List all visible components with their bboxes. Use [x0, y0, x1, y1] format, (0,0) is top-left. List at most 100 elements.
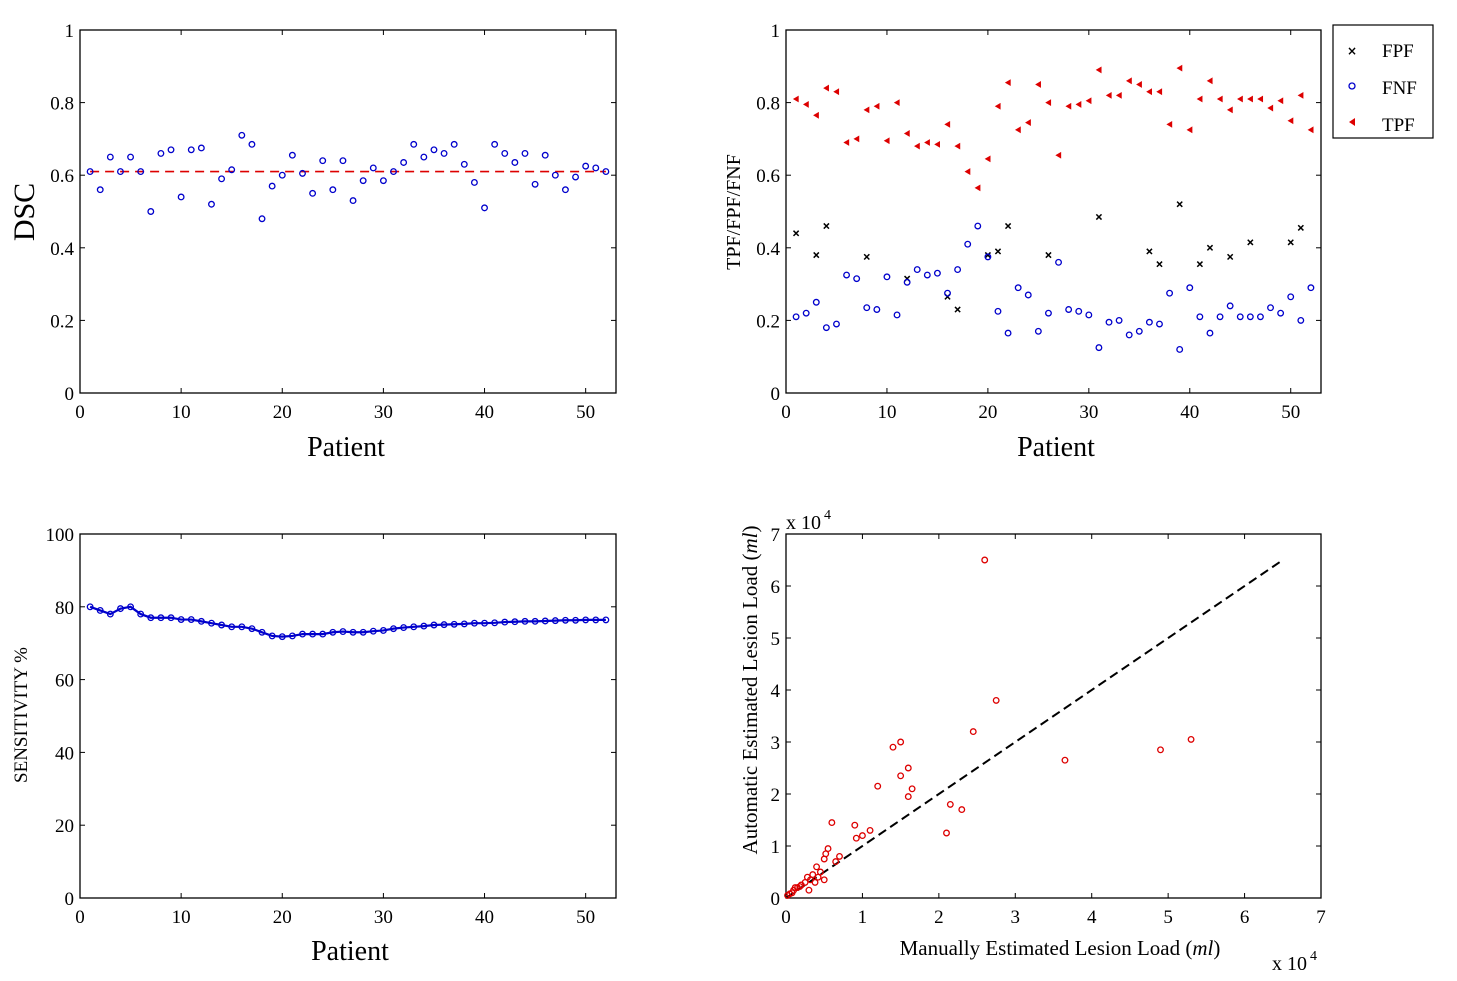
sensitivity-data-point: [592, 616, 600, 624]
fractions-data-point: [1277, 97, 1284, 105]
fractions-x-tick-label: 40: [1180, 402, 1199, 423]
fractions-data-point: [823, 222, 830, 230]
fractions-data-point: [944, 289, 951, 297]
fractions-data-point: [944, 120, 951, 128]
lesion-load-data-point: [809, 871, 817, 879]
fractions-data-point: [802, 309, 810, 317]
sensitivity-data-point: [551, 617, 559, 625]
lesion-load-data-point: [824, 845, 832, 853]
sensitivity-data-point: [602, 616, 610, 624]
fractions-data-point: [1206, 329, 1214, 337]
sensitivity-x-tick-label: 20: [273, 907, 292, 928]
dsc-x-tick-label: 50: [576, 402, 595, 423]
dsc-x-tick-label: 30: [374, 402, 393, 423]
dsc-data-point: [420, 153, 428, 161]
fractions-data-point: [1256, 313, 1264, 321]
lesion-x-axis-label: Manually Estimated Lesion Load (ml): [900, 936, 1221, 960]
sensitivity-x-tick-label: 50: [576, 907, 595, 928]
fractions-data-point: [1216, 95, 1223, 103]
dsc-data-point: [197, 144, 205, 152]
fractions-data-point: [1004, 329, 1012, 337]
dsc-data-point: [238, 131, 246, 139]
dsc-data-point: [127, 153, 135, 161]
fractions-data-point: [863, 304, 871, 312]
dsc-y-tick-label: 0.6: [50, 166, 74, 187]
sensitivity-data-point: [400, 624, 408, 631]
lesion-load-data-point: [1061, 756, 1069, 764]
fractions-x-tick-label: 20: [978, 402, 997, 423]
dsc-data-point: [390, 168, 397, 176]
fractions-data-point: [823, 84, 829, 92]
lesion-load-plot-frame: [785, 533, 1322, 899]
lesion-load-data-point: [858, 832, 866, 840]
lesion-load-data-point: [828, 819, 836, 827]
sensitivity-plot-frame: [79, 533, 617, 899]
fractions-data-point: [1105, 91, 1112, 99]
fractions-data-point: [873, 306, 881, 313]
sensitivity-data-point: [177, 616, 185, 623]
dsc-data-point: [572, 173, 579, 181]
dsc-data-point: [96, 186, 104, 194]
fractions-data-point: [1045, 251, 1052, 259]
sensitivity-y-tick-label: 0: [65, 889, 75, 910]
sensitivity-series-line: [89, 605, 606, 638]
fractions-data-point: [964, 168, 971, 175]
fractions-y-tick-label: 0.6: [756, 166, 780, 187]
fractions-data-point: [994, 102, 1001, 110]
sensitivity-x-tick-label: 10: [172, 907, 191, 928]
dsc-data-point: [329, 186, 337, 194]
fractions-data-point: [1206, 77, 1213, 85]
lesion-load-data-point: [816, 868, 824, 876]
sensitivity-data-point: [501, 618, 509, 626]
sensitivity-data-point: [238, 623, 246, 631]
fractions-data-point: [1247, 95, 1253, 103]
fractions-data-point: [903, 278, 911, 286]
fractions-data-point: [1045, 99, 1052, 106]
sensitivity-data-point: [96, 606, 104, 614]
dsc-series-dsc: [86, 131, 610, 223]
dsc-data-point: [481, 204, 488, 212]
dsc-data-point: [551, 171, 559, 179]
sensitivity-data-point: [430, 621, 438, 629]
dsc-x-axis-label: Patient: [307, 432, 385, 463]
fractions-series-fpf: [792, 201, 1304, 313]
dsc-data-point: [106, 153, 114, 161]
fractions-data-point: [1196, 261, 1204, 268]
sensitivity-y-tick-label: 20: [55, 816, 74, 837]
sensitivity-y-tick-label: 60: [55, 671, 74, 692]
fractions-data-point: [954, 266, 962, 274]
sensitivity-data-point: [329, 628, 337, 636]
fractions-data-point: [843, 139, 850, 146]
dsc-y-tick-label: 0.8: [50, 94, 74, 115]
dsc-data-point: [541, 151, 549, 159]
fractions-data-point: [812, 298, 820, 306]
lesion-load-x-tick-label: 2: [934, 907, 944, 928]
sensitivity-x-tick-label: 40: [475, 907, 494, 928]
sensitivity-data-point: [167, 614, 175, 622]
legend-tpf-label: TPF: [1382, 115, 1415, 136]
sensitivity-data-point: [369, 627, 377, 635]
sensitivity-data-point: [127, 603, 135, 611]
fractions-data-point: [792, 95, 799, 103]
legend-entry-fnf: FNF: [1348, 78, 1417, 99]
sensitivity-data-point: [410, 623, 418, 631]
dsc-data-point: [430, 146, 438, 154]
lesion-load-series-lesion-load: [784, 556, 1195, 899]
fractions-data-point: [1055, 151, 1062, 159]
dsc-data-point: [369, 164, 377, 172]
dsc-data-point: [440, 149, 448, 157]
fractions-data-point: [903, 130, 910, 137]
fractions-data-point: [1226, 106, 1233, 114]
fractions-data-point: [1004, 222, 1012, 230]
fractions-data-point: [1297, 316, 1305, 324]
dsc-data-point: [248, 140, 256, 148]
fractions-data-point: [1186, 284, 1194, 292]
fractions-data-point: [913, 266, 921, 274]
dsc-data-point: [157, 149, 165, 157]
sensitivity-data-point: [440, 621, 448, 629]
dsc-data-point: [177, 193, 185, 201]
fractions-data-point: [1297, 91, 1304, 99]
dsc-data-point: [531, 180, 539, 188]
legend-box: [1332, 24, 1434, 139]
fractions-data-point: [1216, 313, 1224, 321]
